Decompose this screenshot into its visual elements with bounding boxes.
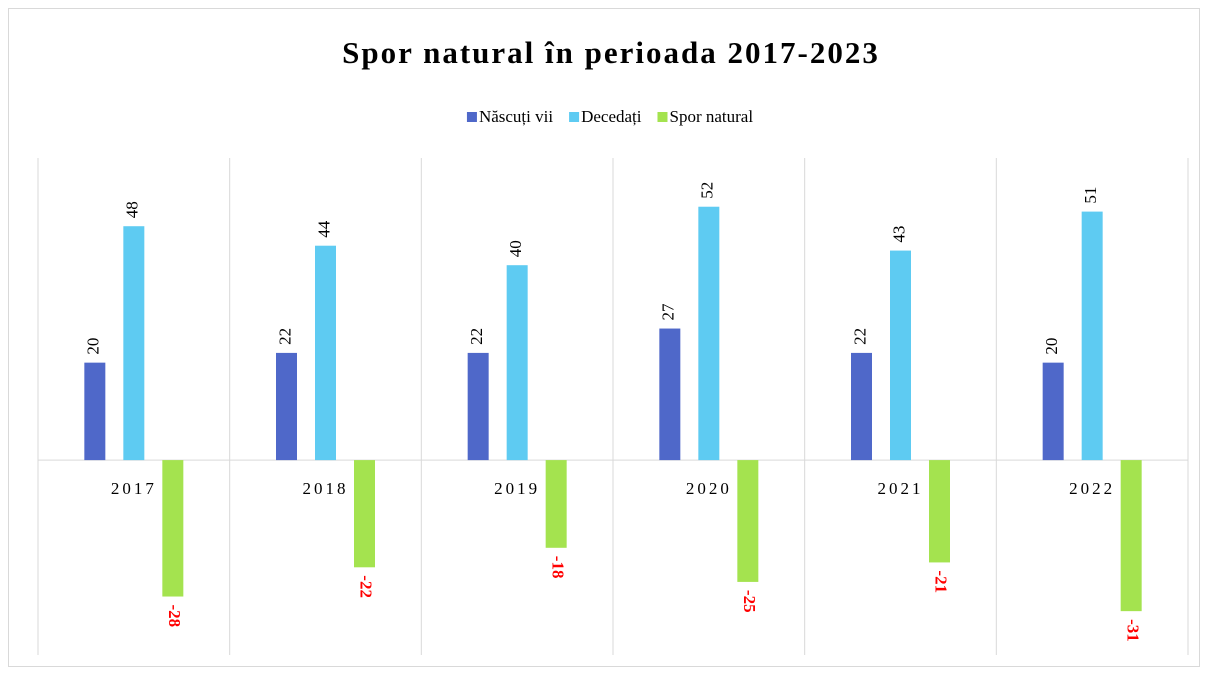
data-label: 22 [850, 328, 869, 345]
data-label: -18 [548, 556, 567, 579]
x-tick-label: 2020 [686, 479, 732, 498]
bar [890, 250, 911, 461]
data-label: -28 [165, 605, 184, 628]
legend-swatch [657, 112, 668, 122]
bar [467, 352, 489, 461]
bar [1081, 211, 1103, 461]
bar [698, 206, 720, 461]
x-tick-label: 2018 [303, 479, 349, 498]
legend-label: Născuți vii [479, 107, 553, 126]
bar [276, 352, 297, 461]
bar [545, 460, 567, 548]
legend-swatch [466, 112, 477, 122]
data-label: 20 [84, 338, 103, 355]
chart-title: Spor natural în perioada 2017-2023 [342, 35, 880, 70]
x-tick-label: 2017 [111, 479, 157, 498]
data-label: 44 [314, 220, 333, 238]
bar [162, 460, 184, 597]
data-label: 43 [889, 226, 908, 243]
data-label: 52 [698, 182, 717, 199]
x-tick-label: 2022 [1069, 479, 1115, 498]
bar [123, 226, 145, 461]
data-label: 22 [467, 328, 486, 345]
data-label: -25 [740, 590, 759, 613]
bar [354, 460, 375, 568]
data-label: 22 [275, 328, 294, 345]
bar [84, 362, 106, 461]
data-label: -31 [1123, 619, 1142, 642]
bar [737, 460, 759, 582]
data-label: 20 [1042, 338, 1061, 355]
data-label: -22 [357, 575, 376, 598]
data-label: 40 [506, 240, 525, 257]
x-tick-label: 2021 [878, 479, 924, 498]
legend-label: Decedați [581, 107, 642, 126]
data-label: 27 [659, 303, 678, 321]
bar [659, 328, 681, 461]
bar [1120, 460, 1142, 612]
x-tick-label: 2019 [494, 479, 540, 498]
data-label: 51 [1081, 187, 1100, 204]
bar [929, 460, 950, 563]
bar [1042, 362, 1064, 461]
bar [506, 265, 528, 461]
chart-frame [8, 8, 1200, 667]
legend: Născuți vii Decedați Spor natural [466, 107, 753, 126]
data-label: -21 [932, 570, 951, 593]
legend-swatch [569, 112, 580, 122]
legend-label: Spor natural [669, 107, 753, 126]
bar [851, 352, 872, 461]
data-label: 48 [123, 201, 142, 218]
bar [315, 245, 336, 461]
